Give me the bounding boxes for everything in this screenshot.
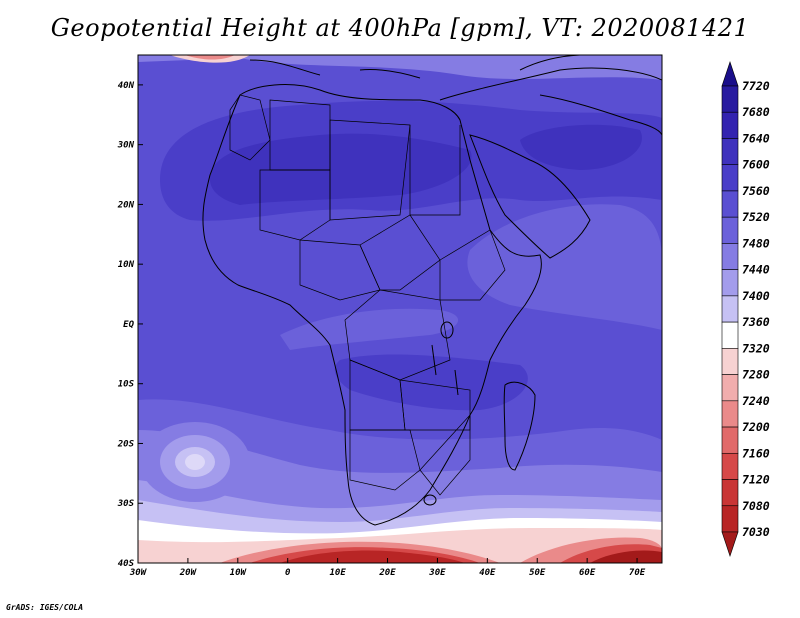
colorbar-level-label: 7320 [742,341,770,355]
colorbar-level-label: 7440 [742,263,770,277]
lake-malawi [454,369,459,396]
grads-credit: GrADS: IGES/COLA [6,603,84,612]
x-tick-label: 50E [529,568,546,578]
x-tick-label: 10E [329,568,346,578]
colorbar-top-triangle [721,61,739,87]
colorbar-swatch [721,321,739,349]
atlantic-low-core [185,454,205,470]
map-frame [137,54,663,564]
x-tick-label: 10W [230,568,248,578]
colorbar-level-label: 7640 [742,131,770,145]
colorbar-swatch [721,111,739,139]
colorbar-swatch [721,269,739,297]
colorbar-swatch [721,374,739,402]
colorbar-swatch [721,426,739,454]
colorbar-swatch [721,400,739,428]
colorbar-level-label: 7160 [742,446,770,460]
ridge-core [209,133,472,205]
y-tick-label: 40N [118,81,135,91]
colorbar-level-label: 7030 [742,525,770,539]
x-tick-label: 20E [378,568,396,578]
equatorial-tongue [280,308,459,350]
iran-coast [539,94,662,136]
lakes [423,321,459,506]
border-libya-niger [329,119,411,221]
colorbar-level-label: 7520 [742,210,770,224]
north-warm-core [185,55,235,60]
x-tick-label: 60E [579,568,596,578]
border-nigeria [299,239,381,301]
y-tick-label: 20N [117,200,135,210]
east-light-zone [467,204,662,330]
colorbar-swatch [721,138,739,166]
colorbar-level-label: 7680 [742,105,770,119]
border-egypt-sudan [409,125,461,216]
x-tick-label: 30E [428,568,446,578]
x-tick-label: 40E [479,568,496,578]
africa-coast [202,84,542,526]
y-axis: 40N 30N 20N 10N EQ 10S 20S 30S 40S [117,81,143,569]
border-ethiopia [439,229,506,301]
y-tick-label: 30N [117,141,135,151]
border-algeria [269,99,331,171]
x-tick-label: 0 [285,568,291,578]
y-tick-label: 10S [118,380,135,390]
colorbar-swatch [721,348,739,375]
lake-tanganyika [431,344,437,376]
lesotho-outline [423,494,437,506]
colorbar-swatch [721,164,739,192]
country-borders [229,94,506,496]
height-field [138,55,662,563]
colorbar-swatch [721,479,739,507]
south-warm-west-core [280,550,465,563]
arabia-ridge-core [520,124,642,170]
colorbar-level-label: 7120 [742,473,770,487]
colorbar-swatch [721,243,739,270]
x-tick-label: 20W [179,568,198,578]
border-mozambique [419,414,471,496]
iberia-coast [249,59,321,76]
south-warm-east-core [590,550,662,563]
x-tick-label: 70E [629,568,646,578]
colorbar-level-label: 7720 [742,79,770,93]
madagascar-coast [503,381,536,471]
colorbar-bottom-triangle [721,531,739,557]
chart-title: Geopotential Height at 400hPa [gpm], VT:… [50,14,750,42]
colorbar-level-label: 7600 [742,158,770,172]
lake-victoria [440,321,454,339]
y-tick-label: 40S [118,559,135,569]
colorbar-level-label: 7560 [742,184,770,198]
colorbar: 7720 7680 7640 7600 7560 7520 7480 7440 7400 7360… [721,61,770,557]
italy-coast [359,69,421,79]
y-tick-label: 10N [118,260,135,270]
colorbar-swatch [721,295,739,323]
colorbar-level-label: 7200 [742,420,770,434]
colorbar-swatch [721,190,739,218]
y-tick-label: 30S [117,499,135,509]
arabia-coast [469,134,591,259]
y-tick-label: EQ [123,320,134,330]
colorbar-swatch [721,216,739,244]
x-axis: 30W 20W 10W 0 10E 20E 30E 40E 50E 60E 70E [129,558,646,578]
colorbar-level-label: 7360 [742,315,770,329]
colorbar-level-label: 7400 [742,289,770,303]
colorbar-level-label: 7280 [742,368,770,382]
border-chad-car [359,214,441,291]
colorbar-level-label: 7080 [742,499,770,513]
border-namibia-botswana [349,429,421,491]
x-tick-label: 30W [129,568,148,578]
colorbar-level-label: 7480 [742,236,770,250]
colorbar-swatch [721,505,739,533]
colorbar-swatch [721,85,739,113]
colorbar-level-label: 7240 [742,394,770,408]
colorbar-swatch [721,452,739,480]
eurasia-coast [439,67,662,101]
y-tick-label: 20S [117,439,135,449]
